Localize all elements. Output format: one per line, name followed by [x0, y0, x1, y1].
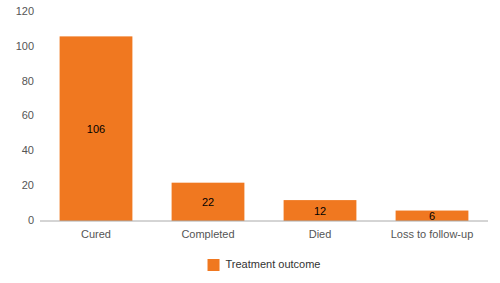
x-axis-line	[40, 221, 488, 222]
y-axis: 0 20 40 60 80 100 120	[16, 5, 34, 226]
x-tick-label: Died	[309, 228, 332, 240]
x-tick-label: Completed	[181, 228, 234, 240]
bar	[60, 36, 133, 221]
y-tick-label: 120	[16, 5, 34, 17]
y-tick-label: 20	[22, 179, 34, 191]
data-label: 6	[429, 210, 435, 222]
y-tick-label: 60	[22, 109, 34, 121]
bar	[284, 200, 357, 221]
data-label: 22	[202, 196, 214, 208]
x-tick-label: Cured	[81, 228, 111, 240]
legend-label: Treatment outcome	[226, 258, 321, 270]
x-axis: Cured Completed Died Loss to follow-up	[81, 228, 473, 240]
y-tick-label: 40	[22, 144, 34, 156]
bar	[396, 211, 469, 221]
y-tick-label: 100	[16, 40, 34, 52]
legend-swatch	[208, 259, 220, 271]
data-label: 106	[87, 123, 105, 135]
x-tick-label: Loss to follow-up	[391, 228, 474, 240]
chart-container: 0 20 40 60 80 100 120 106 22 12 6 Cured Completed Die…	[0, 0, 500, 283]
legend: Treatment outcome	[208, 258, 321, 271]
data-label: 12	[314, 205, 326, 217]
chart-svg: 0 20 40 60 80 100 120 106 22 12 6 Cured Completed Die…	[0, 0, 500, 283]
y-tick-label: 80	[22, 75, 34, 87]
bar	[172, 183, 245, 221]
bars	[60, 36, 469, 221]
data-labels: 106 22 12 6	[87, 123, 435, 222]
y-tick-label: 0	[28, 214, 34, 226]
